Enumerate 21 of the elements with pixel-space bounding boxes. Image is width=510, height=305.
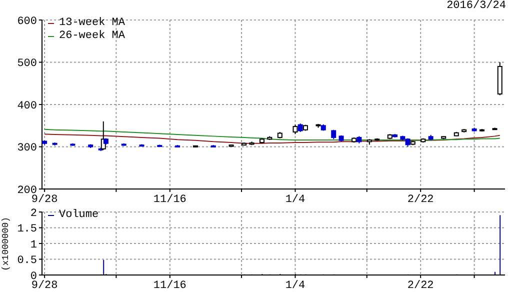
legend-label: 13-week MA [59,17,126,30]
legend-label: 26-week MA [59,30,126,43]
y-tick-label: 2 [30,208,37,220]
y-tick-label: 300 [17,142,37,155]
y-tick-label: 1 [30,239,38,252]
x-tick-label: 2/22 [407,194,434,206]
chart-title: 2016/3/24 [446,0,507,13]
x-tick-label: 11/16 [153,194,186,206]
x-tick-label: 9/28 [31,194,58,206]
y-axis-title: (x1000000) [0,216,11,271]
y-tick-label: 1.5 [17,224,37,236]
x-tick-label: 11/16 [153,280,186,292]
legend-label: Volume [59,209,99,222]
y-tick-label: 0.5 [17,255,37,268]
x-tick-label: 1/4 [285,194,306,206]
y-tick-label: 400 [17,100,37,112]
y-tick-label: 500 [17,58,37,70]
y-tick-label: 600 [17,16,37,28]
x-tick-label: 9/28 [31,280,58,292]
x-tick-label: 1/4 [285,280,306,292]
x-tick-label: 2/22 [407,280,434,292]
